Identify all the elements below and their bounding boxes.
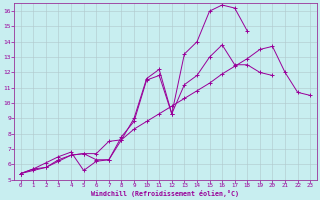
X-axis label: Windchill (Refroidissement éolien,°C): Windchill (Refroidissement éolien,°C)	[92, 190, 239, 197]
